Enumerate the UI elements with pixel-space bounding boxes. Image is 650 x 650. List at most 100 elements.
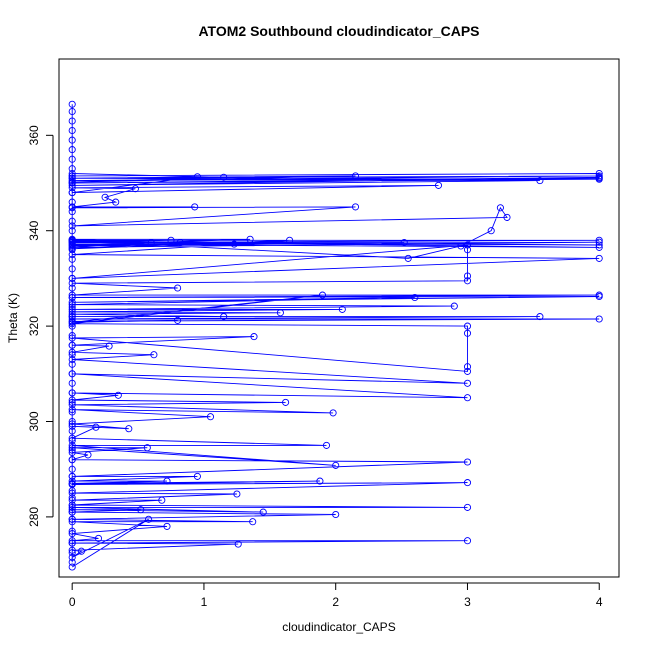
data-point <box>68 537 76 545</box>
data-point <box>68 444 76 452</box>
data-point <box>332 510 340 519</box>
y-axis: 280 300 320 340 360 <box>27 125 54 527</box>
data-point <box>463 479 472 487</box>
data-point <box>68 100 76 108</box>
data-point <box>68 465 76 473</box>
data-point <box>131 185 139 193</box>
data-point <box>68 396 76 404</box>
data-point <box>68 530 76 538</box>
data-point <box>84 451 92 459</box>
data-point <box>434 181 443 189</box>
data-point <box>503 213 511 221</box>
data-point <box>68 496 76 504</box>
data-point <box>463 241 472 249</box>
data-point <box>68 355 76 364</box>
data-point <box>595 173 603 181</box>
data-point <box>68 217 76 225</box>
data-point <box>68 398 76 406</box>
data-point <box>404 254 412 262</box>
data-point <box>233 490 241 498</box>
data-point <box>68 448 76 457</box>
y-tick-label: 320 <box>27 316 41 336</box>
data-point <box>68 558 76 566</box>
data-point <box>92 423 100 431</box>
data-point <box>68 389 76 397</box>
data-point <box>68 255 76 263</box>
data-point <box>68 456 76 464</box>
data-point <box>595 175 603 183</box>
data-point <box>68 251 76 259</box>
data-point <box>68 494 76 502</box>
data-point <box>329 409 337 417</box>
data-point <box>68 379 76 387</box>
data-point <box>68 420 76 428</box>
data-point <box>137 506 145 514</box>
data-point <box>68 408 76 416</box>
data-point <box>68 146 76 154</box>
data-point <box>68 406 76 414</box>
data-point <box>68 107 76 116</box>
y-tick-label: 360 <box>27 125 41 145</box>
data-point <box>193 472 201 480</box>
data-point <box>68 265 76 273</box>
data-point <box>68 401 76 409</box>
data-point <box>249 518 257 526</box>
data-point <box>338 305 346 313</box>
data-point <box>234 540 242 548</box>
data-point <box>496 204 504 212</box>
data-point <box>463 329 472 337</box>
data-point <box>68 308 76 316</box>
data-point <box>322 441 331 449</box>
data-point <box>125 425 133 433</box>
data-point <box>68 427 76 435</box>
data-point <box>595 169 603 178</box>
data-point <box>68 515 76 523</box>
data-point <box>94 534 103 542</box>
data-point <box>163 477 171 485</box>
x-tick-label: 1 <box>201 595 208 609</box>
data-point <box>68 489 76 497</box>
data-point <box>68 198 76 206</box>
y-tick-label: 280 <box>27 507 41 527</box>
data-point <box>68 437 76 445</box>
data-point <box>68 351 76 359</box>
data-point <box>68 446 76 454</box>
data-point <box>68 165 76 173</box>
data-point <box>68 204 76 212</box>
data-point <box>206 413 215 421</box>
data-point <box>101 193 109 201</box>
data-point <box>351 172 360 180</box>
data-point <box>68 279 76 287</box>
y-tick-label: 300 <box>27 411 41 431</box>
data-point <box>68 501 76 509</box>
data-point <box>68 189 76 197</box>
data-point <box>68 117 76 125</box>
data-point <box>68 178 76 186</box>
data-point <box>286 236 294 244</box>
data-point <box>68 527 76 535</box>
data-point <box>68 360 76 368</box>
data-point <box>463 458 472 466</box>
data-point <box>463 277 472 285</box>
data-point <box>68 242 76 250</box>
data-point <box>143 444 151 452</box>
x-axis-label: cloudindicator_CAPS <box>282 620 395 634</box>
data-point <box>463 537 472 545</box>
data-point <box>68 274 76 282</box>
data-point <box>595 315 603 323</box>
data-point <box>68 472 76 480</box>
data-point <box>167 236 175 244</box>
x-tick-label: 2 <box>332 595 339 609</box>
data-point <box>68 293 76 302</box>
data-point <box>316 477 324 485</box>
data-point <box>68 441 76 449</box>
data-point <box>68 334 76 342</box>
series-layer <box>68 100 603 571</box>
data-point <box>487 227 495 235</box>
data-point <box>68 313 76 321</box>
data-point <box>68 301 76 309</box>
data-point <box>332 461 340 469</box>
data-point <box>259 508 267 516</box>
chart-title: ATOM2 Southbound cloudindicator_CAPS <box>198 23 479 39</box>
data-point <box>174 284 182 292</box>
